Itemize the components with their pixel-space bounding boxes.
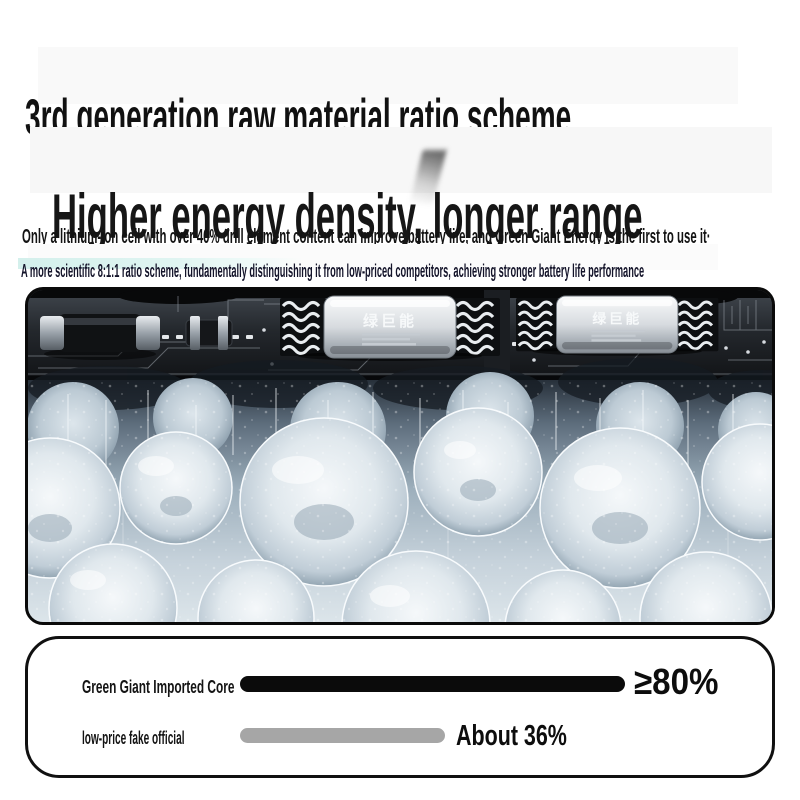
battery-brand-label: 绿巨能 xyxy=(592,311,642,327)
title-background-band xyxy=(38,47,738,104)
comparison-bar-low-price xyxy=(240,728,445,743)
intro-paragraph: Only a lithium-ion cell with over 40% dr… xyxy=(22,226,800,248)
small-component xyxy=(185,316,233,350)
page-subtitle: Higher energy density, longer range xyxy=(52,186,800,249)
comparison-value-low-price: About 36% xyxy=(456,722,606,751)
intro-paragraph-text: Only a lithium-ion cell with over 40% dr… xyxy=(22,226,711,248)
comparison-value-green-giant: ≥80% xyxy=(634,664,726,700)
battery-module: 绿巨能 xyxy=(514,295,720,356)
battery-spec-lines xyxy=(362,333,420,346)
comparison-label-green-giant: Green Giant Imported Core xyxy=(82,678,313,696)
circuit-board: 绿巨能 绿巨能 xyxy=(28,290,772,378)
speckle-overlay xyxy=(28,380,772,622)
comparison-bar-green-giant xyxy=(240,676,625,692)
battery-module: 绿巨能 xyxy=(278,295,502,361)
ratio-paragraph-text: A more scientific 8:1:1 ratio scheme, fu… xyxy=(21,259,645,281)
capacitor-component xyxy=(40,314,160,360)
comparison-label-text: low-price fake official xyxy=(82,728,185,748)
comparison-value-text: About 36% xyxy=(456,720,567,752)
battery-spec-lines xyxy=(591,330,645,342)
electrolyte-bubbles xyxy=(28,358,772,622)
ratio-paragraph: A more scientific 8:1:1 ratio scheme, fu… xyxy=(21,259,800,281)
cyan-highlight xyxy=(18,258,303,269)
comparison-label-text: Green Giant Imported Core xyxy=(82,677,235,697)
product-photo-illustration: 绿巨能 绿巨能 xyxy=(28,290,772,622)
comparison-label-low-price: low-price fake official xyxy=(82,729,265,747)
product-photo: 绿巨能 绿巨能 xyxy=(25,287,775,625)
subtitle-background-band xyxy=(30,127,772,193)
battery-brand-label: 绿巨能 xyxy=(363,312,417,330)
comparison-chart: Green Giant Imported Core ≥80% low-price… xyxy=(25,636,775,778)
comparison-value-text: ≥80% xyxy=(634,661,719,702)
page-subtitle-text: Higher energy density, longer range xyxy=(52,182,643,253)
